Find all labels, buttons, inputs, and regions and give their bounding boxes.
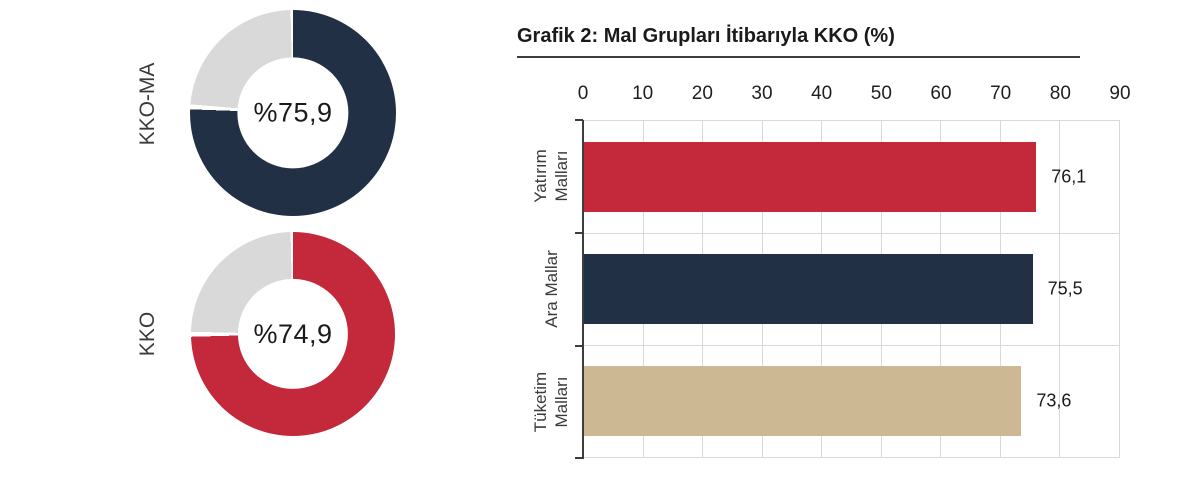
donut-chart-kko-ma: %75,9 — [190, 10, 396, 216]
bar-value-ara-mallar: 75,5 — [1047, 278, 1083, 299]
x-tick-10: 10 — [632, 83, 654, 104]
gridline-80 — [1059, 121, 1061, 457]
y-axis-line — [582, 120, 584, 459]
chart-title: Grafik 2: Mal Grupları İtibarıyla KKO (%… — [517, 25, 895, 47]
donut-value-kko-ma: %75,9 — [253, 97, 333, 128]
row-separator — [583, 345, 1119, 346]
y-axis-tick — [575, 119, 583, 121]
x-tick-20: 20 — [691, 83, 713, 104]
bar-row-ara-mallar: 75,5 — [583, 233, 1119, 345]
title-underline — [517, 56, 1080, 58]
x-tick-90: 90 — [1109, 83, 1131, 104]
x-tick-50: 50 — [870, 83, 892, 104]
category-label-yatirim-mallari: Yatırım Malları — [531, 149, 571, 203]
y-axis-tick — [575, 345, 583, 347]
row-separator — [583, 232, 1119, 234]
bar-row-yatirim-mallari: 76,1 — [583, 121, 1119, 233]
y-axis-tick — [575, 232, 583, 234]
bar-ara-mallar — [583, 254, 1033, 324]
bar-yatirim-mallari — [583, 142, 1037, 212]
x-axis: 0 10 20 30 40 50 60 70 80 90 — [578, 83, 1131, 105]
x-tick-0: 0 — [577, 83, 589, 104]
category-label-tuketim-mallari: Tüketim Malları — [531, 371, 571, 433]
bar-row-tuketim-mallari: 73,6 — [583, 345, 1119, 457]
bar-value-tuketim-mallari: 73,6 — [1036, 390, 1072, 411]
donut-label-kko-ma: KKO-MA — [136, 62, 159, 146]
donut-hole: %75,9 — [237, 57, 349, 169]
x-tick-80: 80 — [1049, 83, 1071, 104]
category-label-ara-mallar: Ara Mallar — [541, 250, 561, 328]
donut-chart-kko: %74,9 — [191, 232, 395, 436]
x-tick-30: 30 — [751, 83, 773, 104]
bar-tuketim-mallari — [583, 366, 1022, 436]
donut-label-kko: KKO — [136, 311, 159, 357]
x-tick-60: 60 — [930, 83, 952, 104]
bar-value-yatirim-mallari: 76,1 — [1051, 166, 1087, 187]
donut-hole: %74,9 — [237, 278, 349, 390]
x-tick-40: 40 — [811, 83, 833, 104]
bar-plot-area: 76,1 75,5 73,6 — [583, 120, 1120, 458]
x-tick-70: 70 — [990, 83, 1012, 104]
donut-value-kko: %74,9 — [253, 318, 333, 349]
y-axis-tick — [575, 457, 583, 459]
